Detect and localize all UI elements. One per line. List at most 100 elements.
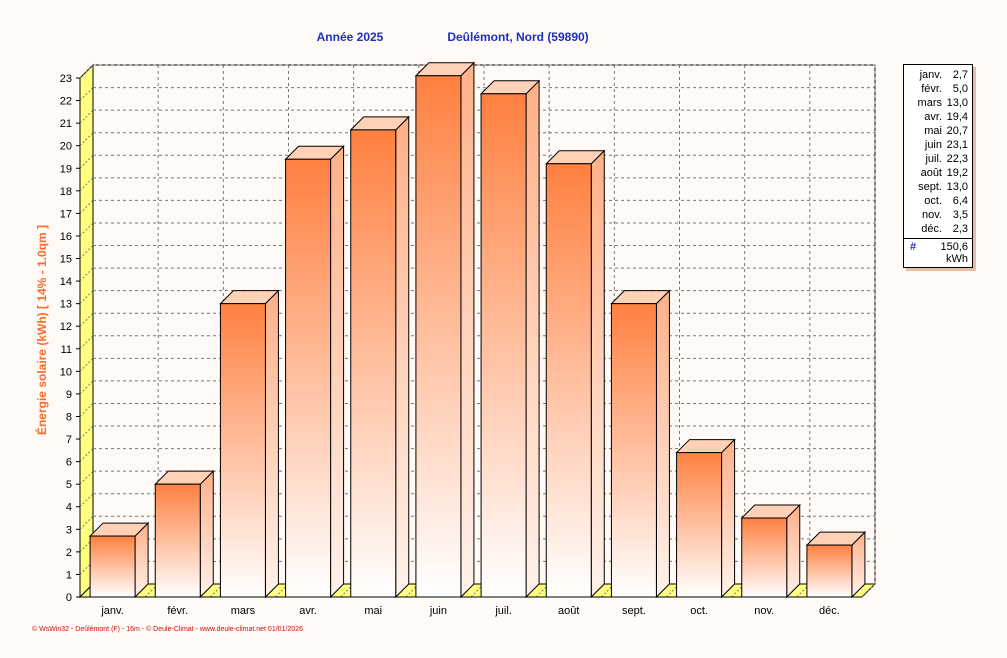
y-tick-label: 4 — [66, 502, 72, 514]
y-axis-label: Énergie solaire (kWh) [ 14% - 1.0qm ] — [34, 225, 49, 435]
legend: janv. 2,7 févr. 5,0 mars 13,0 avr. 19,4 mai 20,7 j… — [903, 64, 973, 268]
legend-month: déc. — [921, 223, 942, 235]
legend-row: déc. 2,3 — [908, 222, 968, 236]
bar-side — [590, 149, 605, 599]
grid-line-wall — [79, 425, 94, 440]
bar-août — [545, 149, 606, 599]
grid-line-wall — [79, 448, 94, 462]
bar-janv. — [88, 521, 150, 599]
legend-month: sept. — [918, 181, 942, 193]
bar-front — [806, 544, 853, 598]
chart-title-year: Année 2025 — [317, 30, 384, 44]
grid-line-wall — [79, 200, 94, 214]
grid-line-wall — [79, 312, 94, 327]
grid-line-floor — [340, 583, 355, 598]
legend-value: 19,4 — [946, 111, 968, 123]
bar-side — [395, 115, 410, 599]
legend-value: 23,1 — [946, 139, 968, 151]
bar-side — [460, 61, 475, 599]
grid-line-wall — [79, 290, 94, 305]
y-tick-label: 19 — [60, 163, 72, 175]
grid-line-wall — [79, 538, 94, 553]
legend-month: juin — [924, 139, 942, 151]
legend-row: mars 13,0 — [908, 96, 968, 110]
y-tick-label: 0 — [66, 592, 72, 604]
legend-value: 22,3 — [946, 153, 968, 165]
left-wall — [79, 63, 94, 599]
grid-line-wall — [79, 470, 94, 485]
grid-line-floor — [144, 583, 159, 598]
y-tick-label: 14 — [60, 276, 72, 288]
legend-month: avr. — [924, 111, 942, 123]
bar-front — [350, 129, 397, 598]
x-axis: janv. févr. mars avr. mai juin juil. août sept. o… — [80, 596, 862, 617]
grid-line-wall — [79, 154, 94, 169]
y-tick-label: 23 — [60, 73, 72, 85]
grid-line-wall — [79, 561, 94, 575]
x-tick-label: mai — [364, 605, 382, 617]
grid-line-wall — [79, 245, 94, 259]
legend-total: # 150,6 kWh — [904, 238, 972, 267]
legend-month: oct. — [924, 195, 942, 207]
grid-line-floor — [405, 583, 420, 598]
legend-month: août — [920, 167, 942, 179]
bar-févr. — [154, 469, 215, 599]
legend-value: 20,7 — [946, 125, 968, 137]
x-tick-label: nov. — [754, 605, 774, 617]
legend-value: 6,4 — [952, 195, 968, 207]
bar-mai — [349, 115, 410, 599]
grid-line-wall — [79, 177, 94, 192]
bars — [88, 61, 867, 599]
legend-month: juil. — [925, 153, 942, 165]
legend-row: févr. 5,0 — [908, 82, 968, 96]
x-tick-label: juin — [429, 605, 447, 617]
legend-value: 5,0 — [952, 83, 968, 95]
y-tick-label: 16 — [60, 231, 72, 243]
bar-front — [676, 452, 723, 598]
bar-side — [330, 145, 345, 599]
legend-value: 2,7 — [952, 69, 968, 81]
legend-row: avr. 19,4 — [908, 110, 968, 124]
legend-value: 13,0 — [946, 97, 968, 109]
grid-line-wall — [79, 357, 94, 372]
bar-side — [199, 469, 214, 599]
grid-line-wall — [79, 64, 94, 79]
grid-line-wall — [79, 515, 94, 530]
grid-line-wall — [79, 132, 94, 147]
y-tick-label: 12 — [60, 321, 72, 333]
grid-line-wall — [79, 267, 94, 282]
grid-line-wall — [79, 335, 94, 350]
y-tick-label: 11 — [61, 344, 72, 356]
y-tick-label: 8 — [66, 411, 72, 423]
y-tick-label: 17 — [60, 208, 72, 220]
bar-front — [154, 483, 201, 598]
y-tick-label: 3 — [66, 524, 72, 536]
legend-month: nov. — [922, 209, 942, 221]
x-tick-label: août — [558, 605, 579, 617]
x-tick-label: avr. — [299, 605, 317, 617]
total-unit: kWh — [946, 253, 968, 265]
bar-nov. — [740, 503, 801, 599]
y-tick-label: 9 — [66, 389, 72, 401]
bar-side — [525, 79, 540, 599]
footer-credit: © WsWin32 - Deûlémont (F) - 16m - © Deul… — [32, 625, 303, 633]
legend-value: 13,0 — [946, 181, 968, 193]
bar-front — [480, 93, 527, 598]
x-tick-label: sept. — [622, 605, 646, 617]
bar-side — [264, 289, 279, 599]
legend-row: juil. 22,3 — [908, 152, 968, 166]
x-tick-label: janv. — [100, 605, 123, 617]
y-tick-label: 5 — [66, 479, 72, 491]
x-tick-label: févr. — [167, 605, 188, 617]
grid-line-floor — [600, 583, 615, 598]
y-tick-label: 7 — [66, 434, 72, 446]
grid-line-floor — [796, 583, 811, 598]
y-tick-label: 21 — [60, 118, 72, 130]
grid-line-floor — [470, 583, 485, 598]
y-tick-label: 2 — [66, 547, 72, 559]
bar-juin — [414, 61, 476, 599]
y-tick-label: 22 — [60, 96, 72, 108]
chart-title-location: Deûlémont, Nord (59890) — [447, 30, 588, 44]
legend-month: mai — [924, 125, 942, 137]
